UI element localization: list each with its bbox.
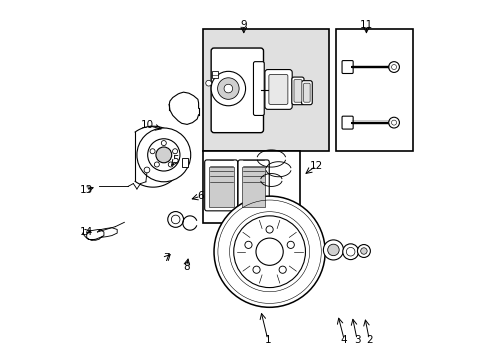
Circle shape [224, 84, 232, 93]
Circle shape [388, 62, 399, 72]
Circle shape [171, 215, 180, 224]
FancyBboxPatch shape [204, 160, 237, 211]
Circle shape [211, 71, 245, 106]
Circle shape [144, 167, 149, 173]
Text: 7: 7 [163, 253, 170, 263]
Text: 1: 1 [264, 334, 270, 345]
Circle shape [346, 247, 354, 256]
Circle shape [279, 266, 285, 273]
Bar [182, 158, 188, 167]
Circle shape [244, 241, 251, 248]
Text: 9: 9 [240, 20, 246, 30]
Text: 10: 10 [141, 121, 154, 130]
Circle shape [360, 248, 366, 254]
Text: 12: 12 [309, 161, 322, 171]
Circle shape [286, 241, 294, 248]
Circle shape [156, 147, 171, 163]
FancyBboxPatch shape [341, 60, 352, 73]
Circle shape [205, 80, 211, 86]
Circle shape [388, 117, 399, 128]
Text: 3: 3 [353, 334, 360, 345]
Text: 4: 4 [340, 334, 347, 345]
FancyBboxPatch shape [208, 167, 233, 207]
Circle shape [233, 216, 305, 288]
Bar [335, 30, 412, 151]
Text: 11: 11 [359, 20, 372, 30]
Circle shape [147, 139, 180, 171]
Bar [211, 71, 218, 78]
Bar [203, 151, 300, 223]
Circle shape [161, 140, 166, 145]
Circle shape [327, 244, 339, 256]
Circle shape [167, 212, 183, 227]
Text: 14: 14 [79, 227, 92, 237]
Circle shape [137, 128, 190, 182]
FancyBboxPatch shape [291, 77, 304, 105]
Text: 8: 8 [183, 262, 189, 272]
FancyBboxPatch shape [264, 69, 292, 109]
Circle shape [172, 149, 177, 154]
Circle shape [168, 162, 173, 167]
Text: 6: 6 [197, 191, 203, 201]
Circle shape [391, 120, 396, 125]
Circle shape [323, 240, 343, 260]
Circle shape [150, 149, 155, 154]
Text: 13: 13 [79, 185, 92, 195]
Bar [203, 30, 328, 151]
Text: 2: 2 [365, 334, 372, 345]
Text: 5: 5 [172, 155, 179, 165]
Circle shape [217, 78, 239, 99]
Circle shape [252, 266, 260, 273]
FancyBboxPatch shape [253, 62, 264, 116]
Circle shape [255, 238, 283, 265]
Circle shape [357, 244, 369, 257]
FancyBboxPatch shape [242, 167, 265, 207]
FancyBboxPatch shape [211, 48, 263, 133]
FancyBboxPatch shape [268, 75, 287, 104]
FancyBboxPatch shape [238, 160, 269, 211]
FancyBboxPatch shape [341, 116, 352, 129]
Circle shape [154, 162, 159, 167]
FancyBboxPatch shape [293, 80, 301, 102]
FancyBboxPatch shape [303, 83, 309, 102]
Circle shape [391, 64, 396, 69]
FancyBboxPatch shape [301, 81, 312, 105]
Circle shape [214, 196, 325, 307]
Circle shape [265, 226, 273, 233]
Circle shape [342, 244, 358, 260]
